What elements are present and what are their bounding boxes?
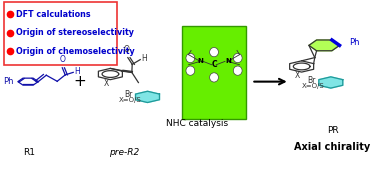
Text: Ph: Ph bbox=[349, 38, 359, 47]
Text: C: C bbox=[211, 60, 217, 69]
Text: X: X bbox=[104, 79, 109, 88]
Text: O: O bbox=[60, 55, 66, 64]
Text: NHC catalysis: NHC catalysis bbox=[166, 119, 228, 128]
Text: Br: Br bbox=[307, 76, 316, 85]
Text: R1: R1 bbox=[23, 148, 35, 157]
FancyBboxPatch shape bbox=[4, 2, 116, 65]
Text: Origin of chemoselectivity: Origin of chemoselectivity bbox=[16, 47, 135, 56]
Polygon shape bbox=[309, 40, 339, 51]
Text: N: N bbox=[225, 58, 231, 64]
Text: Axial chirality: Axial chirality bbox=[294, 142, 371, 152]
Text: X=O/S: X=O/S bbox=[302, 83, 325, 89]
Text: pre-R2: pre-R2 bbox=[109, 148, 139, 157]
Polygon shape bbox=[136, 91, 160, 103]
Text: N: N bbox=[197, 58, 203, 64]
Text: +: + bbox=[74, 74, 87, 89]
Text: O: O bbox=[124, 45, 129, 54]
Text: PR: PR bbox=[327, 126, 338, 135]
Text: Br: Br bbox=[124, 90, 132, 99]
Polygon shape bbox=[319, 77, 343, 88]
Ellipse shape bbox=[210, 73, 218, 82]
Text: DFT calculations: DFT calculations bbox=[16, 10, 91, 19]
Text: H: H bbox=[74, 67, 80, 76]
Text: H: H bbox=[142, 54, 147, 63]
FancyBboxPatch shape bbox=[182, 26, 246, 119]
Text: Ph: Ph bbox=[3, 77, 14, 86]
Ellipse shape bbox=[186, 66, 195, 75]
Ellipse shape bbox=[233, 66, 242, 75]
Text: X: X bbox=[295, 71, 300, 80]
Ellipse shape bbox=[233, 53, 242, 63]
Ellipse shape bbox=[186, 53, 195, 63]
Text: X=O/S: X=O/S bbox=[119, 97, 141, 103]
Text: Origin of stereoselectivity: Origin of stereoselectivity bbox=[16, 28, 135, 37]
Ellipse shape bbox=[210, 47, 218, 57]
